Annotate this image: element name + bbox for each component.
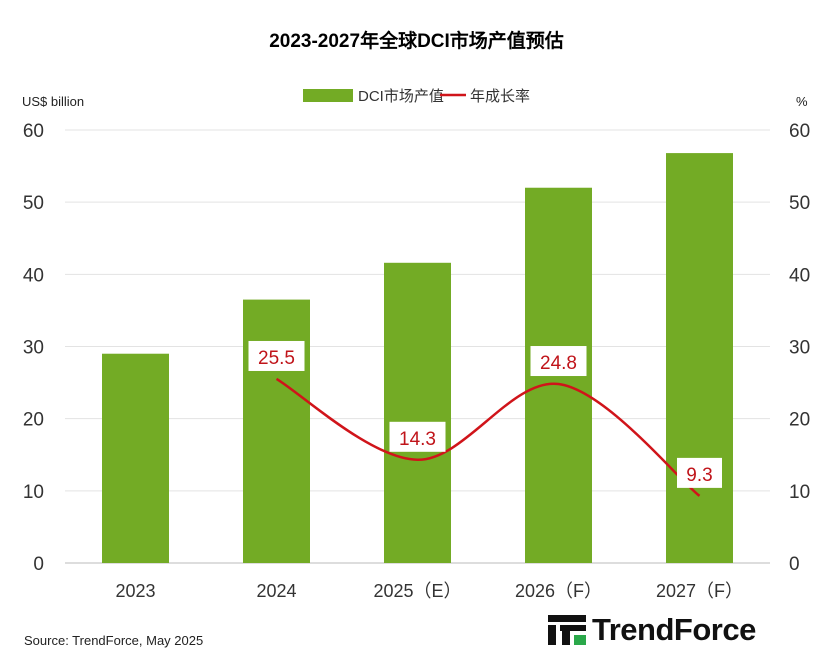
x-tick-label: 2027（F） — [656, 581, 743, 601]
y-tick-left: 40 — [23, 265, 44, 286]
legend-swatch-bar — [303, 89, 353, 102]
legend-label-line: 年成长率 — [470, 88, 530, 105]
y-tick-right: 20 — [789, 410, 810, 431]
trendforce-logo: TrendForce — [548, 612, 756, 648]
y-tick-right: 50 — [789, 193, 810, 214]
y-tick-right: 0 — [789, 554, 800, 575]
x-tick-label: 2024 — [256, 581, 296, 601]
y-tick-left: 0 — [33, 554, 44, 575]
data-label-box — [389, 421, 446, 452]
y-tick-left: 30 — [23, 338, 44, 359]
x-tick-label: 2023 — [115, 581, 155, 601]
y-tick-left: 50 — [23, 193, 44, 214]
data-label: 24.8 — [540, 353, 577, 374]
y-tick-right: 60 — [789, 121, 810, 142]
data-label-box — [530, 346, 587, 377]
data-label: 14.3 — [399, 429, 436, 450]
bar-2024 — [243, 299, 310, 563]
y-tick-right: 10 — [789, 482, 810, 503]
chart-title: 2023-2027年全球DCI市场产值预估 — [269, 31, 564, 52]
data-label-box — [677, 457, 722, 488]
growth-rate-line — [275, 377, 701, 497]
x-tick-label: 2025（E） — [373, 581, 461, 601]
legend-label-bar: DCI市场产值 — [358, 88, 444, 105]
y-tick-left: 60 — [23, 121, 44, 142]
y-tick-right: 40 — [789, 265, 810, 286]
y-axis-label-left: US$ billion — [22, 94, 84, 109]
y-tick-left: 10 — [23, 482, 44, 503]
bar-2023 — [102, 353, 169, 563]
trendforce-logo-icon — [548, 615, 586, 645]
x-tick-label: 2026（F） — [515, 581, 602, 601]
bar-2027（F） — [666, 153, 733, 564]
logo-text: TrendForce — [592, 612, 756, 647]
bar-2025（E） — [384, 262, 451, 563]
data-label-box — [248, 340, 305, 371]
y-tick-left: 20 — [23, 410, 44, 431]
source-note: Source: TrendForce, May 2025 — [24, 633, 204, 648]
y-tick-right: 30 — [789, 338, 810, 359]
y-axis-label-right: % — [796, 94, 808, 109]
data-label: 25.5 — [258, 348, 295, 369]
chart-svg: 0 0 10 10 20 20 30 30 40 40 50 50 60 60 US$ billion % 20… — [22, 88, 810, 601]
data-label: 9.3 — [686, 465, 712, 486]
